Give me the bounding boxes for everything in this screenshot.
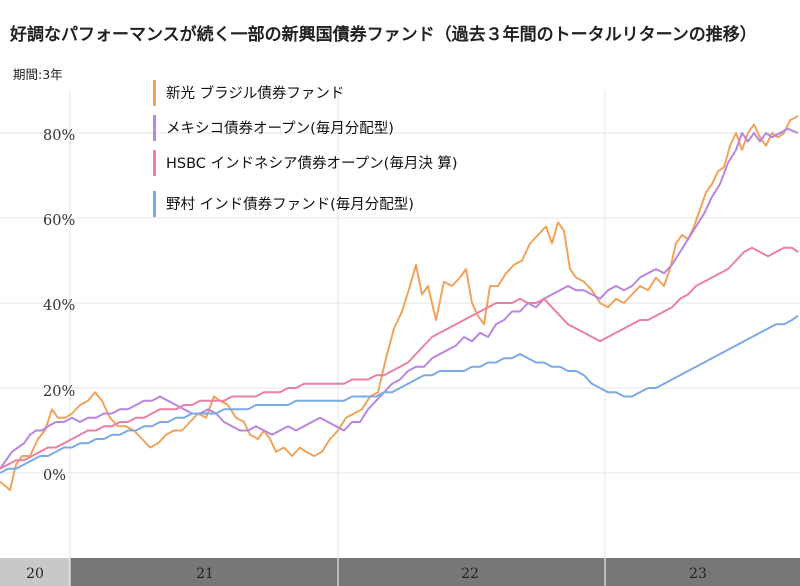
y-tick-label: 40%: [43, 298, 75, 314]
y-tick-label: 80%: [43, 128, 75, 144]
x-tick-label: 23: [689, 566, 707, 582]
y-tick-label: 0%: [43, 468, 66, 484]
y-axis: 0% 20% 40% 60% 80%: [43, 128, 75, 484]
x-tick-label: 20: [26, 566, 44, 582]
series-line-india: [0, 314, 799, 474]
y-tick-label: 60%: [43, 213, 75, 229]
legend-swatch-mexico: [153, 115, 156, 141]
grid-lines: [0, 90, 800, 558]
legend-swatch-india: [153, 191, 156, 217]
period-label: 期間:3年: [13, 67, 63, 82]
x-tick-label: 22: [461, 566, 479, 582]
x-axis-band-first: [0, 558, 70, 586]
legend-label-brazil: 新光 ブラジル債券ファンド: [166, 84, 344, 102]
x-axis-band: 20 21 22 23: [0, 558, 800, 586]
series-line-brazil: [0, 115, 799, 491]
series-line-indonesia: [0, 246, 799, 470]
y-tick-label: 20%: [43, 384, 75, 400]
legend-label-indonesia: HSBC インドネシア債券オープン(毎月決 算): [166, 155, 458, 172]
series-lines: [0, 115, 799, 491]
legend-label-india: 野村 インド債券ファンド(毎月分配型): [166, 196, 414, 213]
chart-title: 好調なパフォーマンスが続く一部の新興国債券ファンド（過去３年間のトータルリターン…: [10, 25, 757, 45]
legend-label-mexico: メキシコ債券オープン(毎月分配型): [166, 120, 394, 137]
x-tick-label: 21: [196, 566, 214, 582]
legend-swatch-brazil: [153, 80, 156, 106]
legend-swatch-indonesia: [153, 150, 156, 176]
x-axis-band-bg: [0, 558, 800, 586]
series-line-mexico: [0, 127, 799, 470]
